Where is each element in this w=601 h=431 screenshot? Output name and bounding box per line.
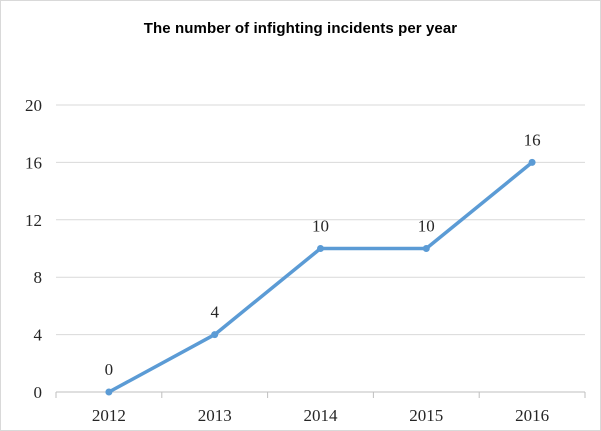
y-tick-label-12: 12: [25, 211, 42, 230]
y-tick-label-8: 8: [34, 268, 43, 287]
x-tick-label-2014: 2014: [304, 406, 339, 425]
y-tick-label-20: 20: [25, 96, 42, 115]
data-point-2012: [105, 388, 113, 396]
x-tick-label-2015: 2015: [409, 406, 443, 425]
data-point-2014: [317, 245, 324, 252]
data-label-2015: 10: [418, 217, 435, 236]
y-tick-label-16: 16: [25, 153, 42, 172]
x-tick-label-2016: 2016: [515, 406, 549, 425]
x-tick-label-2013: 2013: [198, 406, 232, 425]
data-label-2012: 0: [105, 360, 114, 379]
y-tick-label-0: 0: [34, 383, 43, 402]
y-tick-label-4: 4: [34, 326, 43, 345]
x-tick-label-2012: 2012: [92, 406, 126, 425]
data-label-2013: 4: [210, 303, 219, 322]
data-label-2014: 10: [312, 217, 329, 236]
data-label-2016: 16: [524, 130, 541, 149]
data-point-2016: [528, 158, 536, 166]
data-point-2013: [211, 331, 219, 339]
chart-title: The number of infighting incidents per y…: [143, 20, 458, 37]
data-point-2015: [422, 245, 430, 252]
